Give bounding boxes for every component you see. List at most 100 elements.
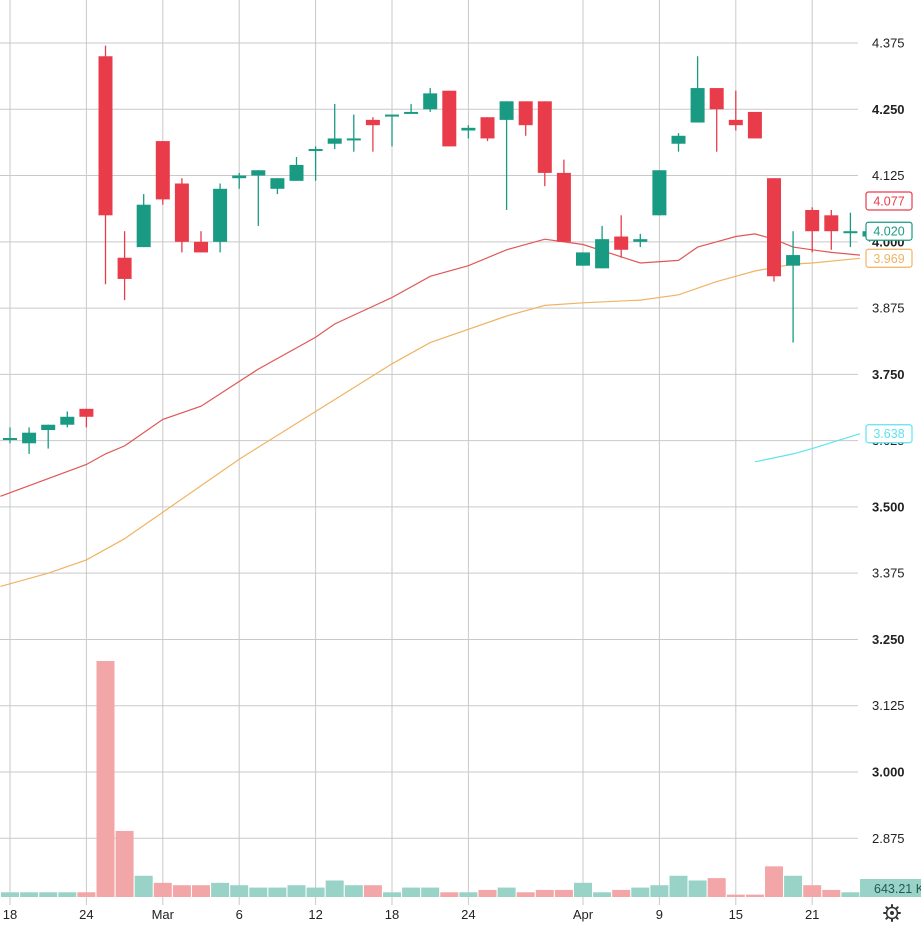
candle: [289, 156, 304, 181]
volume-bar: [516, 892, 535, 897]
price-tick-label: 3.125: [872, 698, 905, 713]
date-tick-label: Apr: [573, 907, 594, 922]
candle: [232, 172, 247, 189]
candle: [537, 101, 552, 187]
volume-bar: [211, 882, 230, 897]
volume-bar: [574, 882, 592, 897]
candle-body: [98, 56, 113, 216]
candle: [346, 114, 361, 152]
candle-body: [79, 408, 94, 417]
candle: [155, 141, 170, 205]
volume-bar: [1, 892, 19, 897]
candle: [404, 103, 419, 114]
volume-bar: [421, 887, 440, 897]
gear-icon[interactable]: [883, 904, 901, 922]
volume-bar: [631, 887, 650, 897]
volume-bar: [153, 882, 172, 897]
ma-aux-line: [754, 433, 861, 463]
price-badge: 3.969: [865, 248, 913, 268]
candle-body: [232, 175, 247, 179]
candle: [117, 231, 132, 301]
candle: [308, 146, 323, 181]
candle: [633, 233, 648, 248]
candle: [41, 424, 56, 449]
candle-body: [174, 183, 189, 242]
price-tick-label: 4.125: [872, 168, 905, 183]
volume-bar: [344, 885, 363, 897]
price-tick-label: 3.000: [872, 765, 905, 780]
candle-body: [365, 119, 380, 126]
price-tick-label: 3.250: [872, 632, 905, 647]
date-tick-label: Mar: [152, 907, 175, 922]
candle: [327, 103, 342, 150]
candle-body: [480, 117, 495, 139]
candle: [843, 212, 858, 248]
date-tick-label: 24: [461, 907, 475, 922]
time-axis[interactable]: 18 24 Mar 6 12 18 24 Apr 9 15 21: [3, 907, 820, 922]
candle-body: [442, 90, 457, 147]
price-tick-label: 3.875: [872, 301, 905, 316]
candle-body: [728, 119, 743, 126]
price-tick-label: 4.250: [872, 102, 905, 117]
candle-body: [289, 164, 304, 181]
candle: [60, 411, 75, 428]
candle-body: [690, 88, 705, 123]
candle: [518, 101, 533, 136]
volume-bar: [650, 885, 669, 897]
candle-body: [499, 101, 514, 120]
volume-bar: [58, 892, 77, 897]
candle: [556, 159, 571, 242]
candle: [136, 194, 151, 248]
candle: [385, 114, 399, 147]
date-tick-label: 6: [236, 907, 243, 922]
price-badge-frame: [865, 191, 913, 211]
candle-body: [556, 172, 571, 242]
date-tick-label: 9: [656, 907, 663, 922]
candle-body: [60, 416, 75, 425]
candle: [174, 178, 189, 253]
candle: [499, 101, 514, 211]
volume-bar: [96, 661, 115, 897]
price-badge-frame: [865, 424, 913, 444]
candle-body: [595, 239, 610, 269]
volume-bar: [688, 880, 707, 897]
candle-body: [385, 114, 399, 117]
volume-bar: [726, 894, 745, 897]
candle: [805, 207, 820, 253]
volume-bar: [172, 885, 191, 897]
candle: [595, 225, 610, 269]
candle: [767, 178, 781, 282]
candle: [824, 210, 839, 250]
candle: [365, 117, 380, 152]
axis-settings-button[interactable]: [883, 904, 901, 922]
volume-bar: [478, 889, 497, 897]
ma-slow-line: [0, 257, 861, 587]
candle-body: [194, 241, 208, 253]
volume-bar: [612, 889, 631, 897]
candle-body: [404, 111, 419, 114]
price-badge: 4.020: [865, 221, 913, 241]
candle: [786, 231, 801, 343]
candle-body: [786, 255, 801, 266]
price-axis[interactable]: 4.3754.2504.1254.0003.8753.7503.6253.500…: [872, 36, 905, 846]
volume-bar: [841, 892, 860, 897]
candle: [442, 90, 457, 147]
candle-body: [461, 127, 476, 131]
candle-body: [270, 178, 285, 189]
candle-body: [824, 215, 839, 232]
grid: [0, 0, 858, 905]
candle: [728, 90, 743, 131]
candle: [652, 170, 667, 216]
volume-badge: 643.21 K: [860, 879, 921, 897]
candle-body: [614, 236, 629, 250]
candle-body: [346, 138, 361, 141]
candle: [690, 56, 705, 123]
volume-bar: [115, 830, 134, 897]
date-tick-label: 21: [805, 907, 819, 922]
volume-bar: [440, 892, 459, 897]
candle-body: [633, 239, 648, 242]
volume-pane: [1, 661, 879, 897]
volume-bar: [268, 887, 287, 897]
